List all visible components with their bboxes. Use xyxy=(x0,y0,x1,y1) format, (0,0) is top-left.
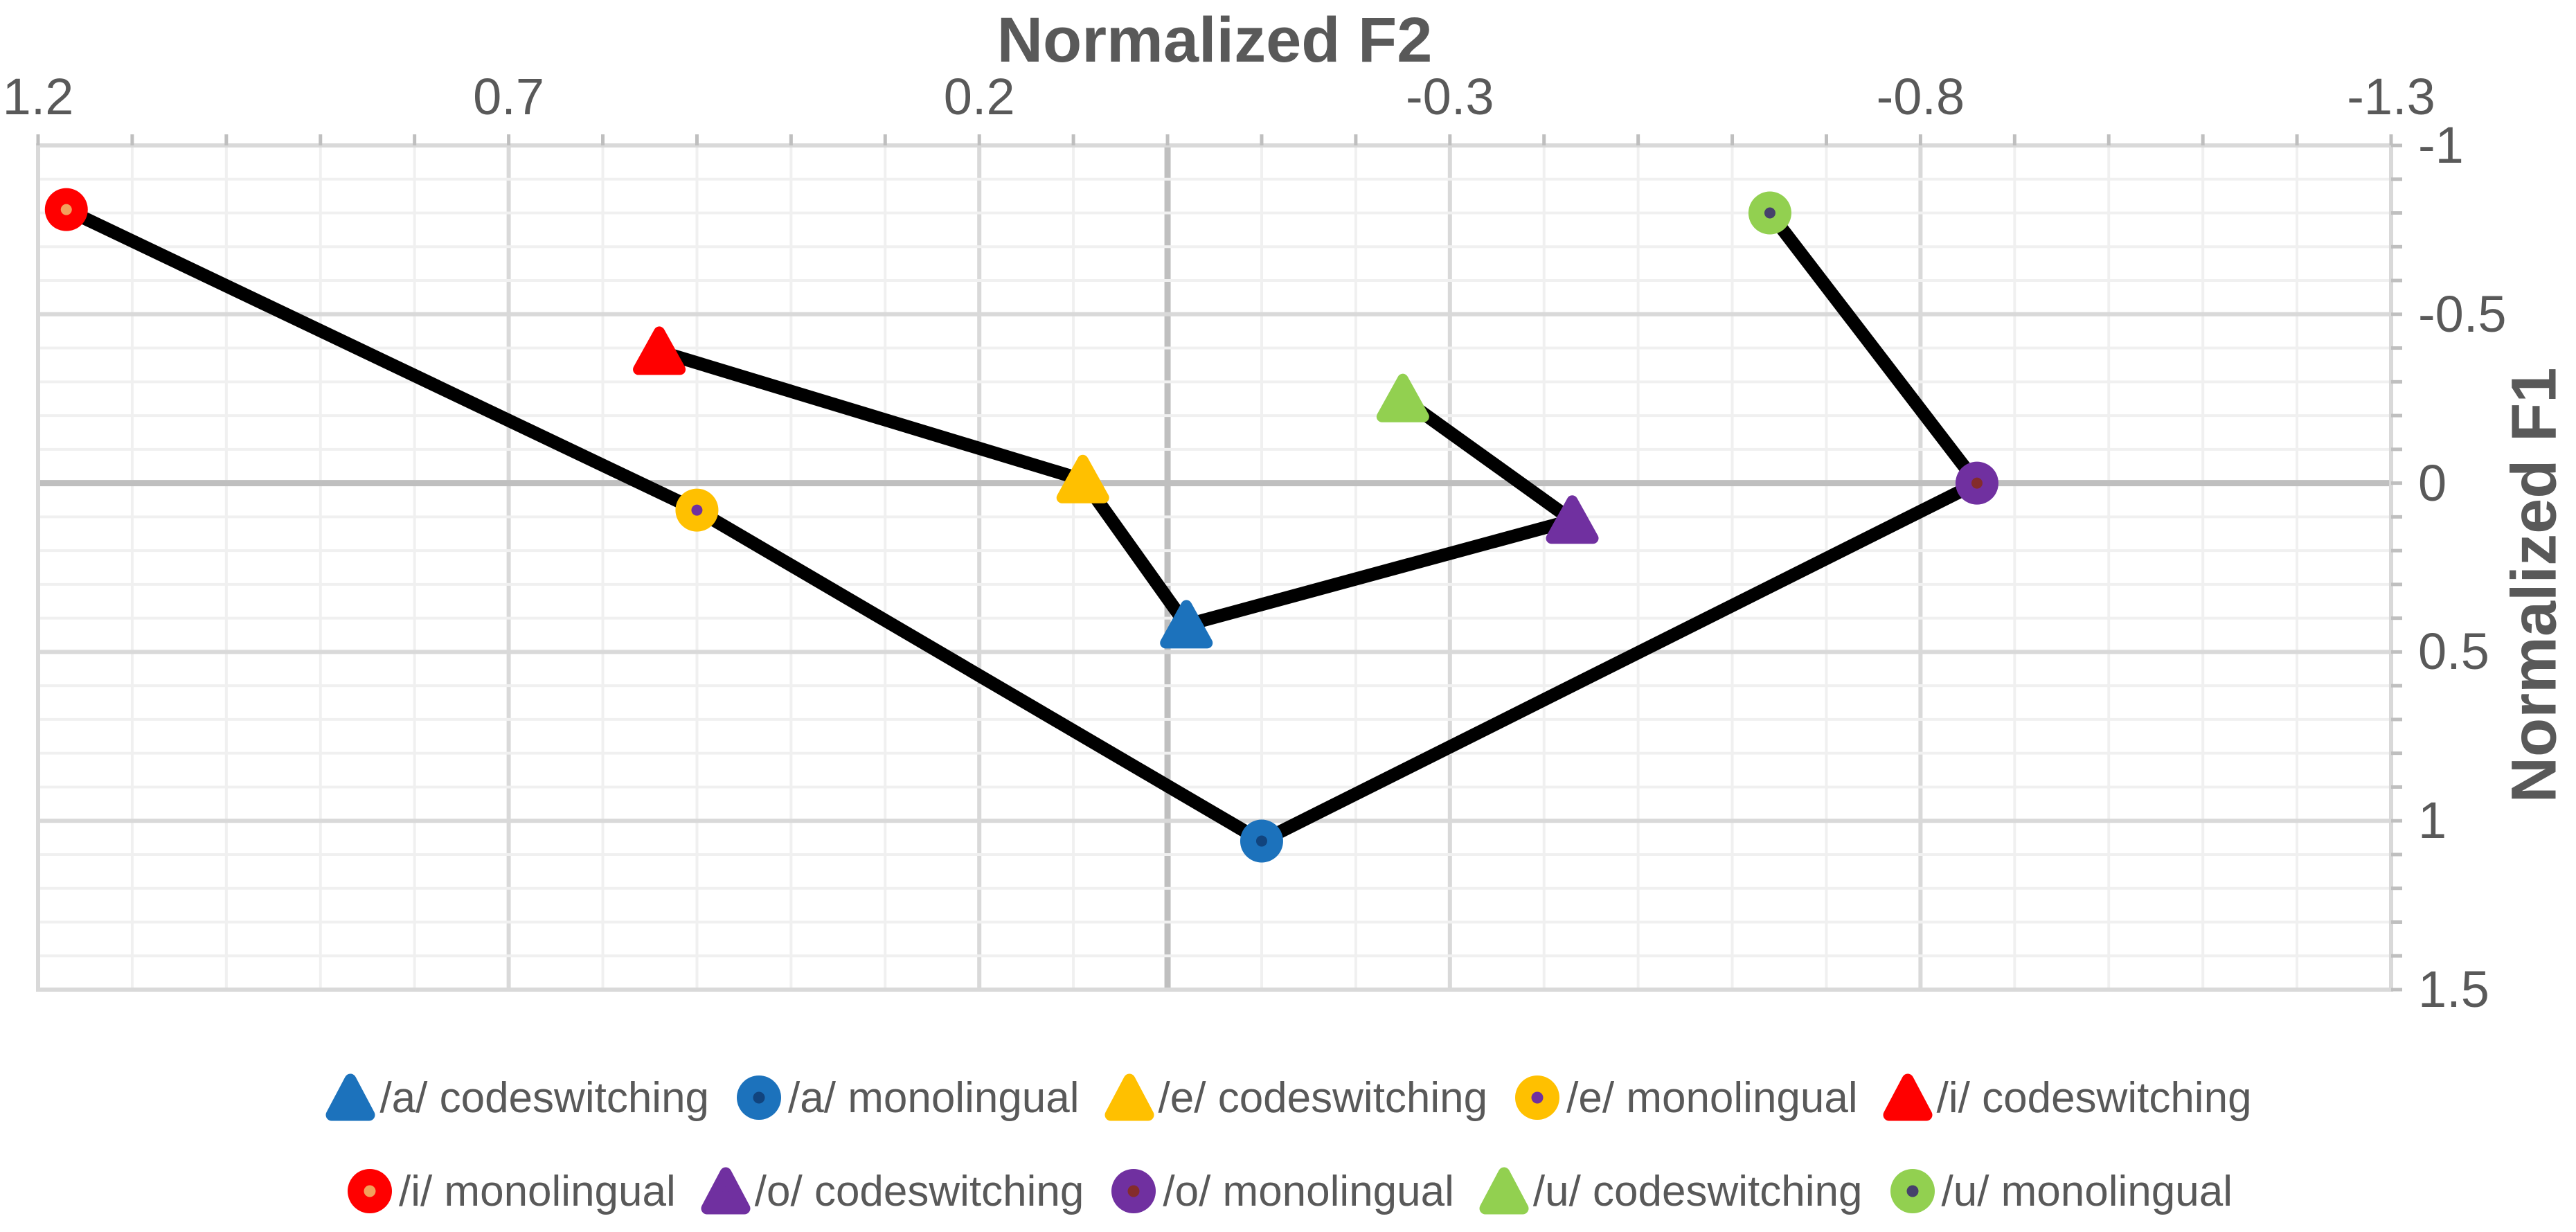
x-tick-label: 0.7 xyxy=(473,68,545,125)
marker-e_cs[interactable] xyxy=(1056,454,1109,503)
marker-dot-i_mono xyxy=(60,204,72,215)
legend-circle-icon xyxy=(1515,1075,1560,1120)
y-tick-label: 1.5 xyxy=(2418,961,2489,1018)
x-tick-label: 1.2 xyxy=(2,68,74,125)
legend-item-u_mono[interactable]: /u/ monolingual xyxy=(1886,1167,2233,1216)
y-axis-title: Normalized F1 xyxy=(2498,367,2570,803)
marker-o_cs[interactable] xyxy=(1546,495,1599,544)
y-tick-label: 1 xyxy=(2418,792,2447,850)
legend-label: /o/ monolingual xyxy=(1163,1167,1454,1215)
legend-label: /a/ monolingual xyxy=(788,1073,1080,1122)
marker-dot-u_mono xyxy=(1764,207,1776,219)
legend-item-u_cs[interactable]: /u/ codeswitching xyxy=(1478,1167,1863,1216)
y-tick-label: -1 xyxy=(2418,116,2464,174)
legend-item-e_mono[interactable]: /e/ monolingual xyxy=(1511,1073,1858,1123)
legend-row-1: /a/ codeswitching/a/ monolingual/e/ code… xyxy=(0,1064,2576,1131)
legend-circle-icon xyxy=(737,1075,782,1120)
marker-u_cs[interactable] xyxy=(1376,373,1429,422)
x-axis-title: Normalized F2 xyxy=(996,5,1433,75)
legend-item-e_cs[interactable]: /e/ codeswitching xyxy=(1103,1073,1488,1123)
path-monolingual xyxy=(63,204,1984,848)
y-tick-label: -0.5 xyxy=(2418,285,2507,343)
legend-item-i_mono[interactable]: /i/ monolingual xyxy=(343,1167,676,1216)
x-tick-label: -1.3 xyxy=(2347,68,2435,125)
marker-a_cs[interactable] xyxy=(1160,600,1213,649)
legend-circle-icon xyxy=(347,1169,392,1213)
legend-circle-icon xyxy=(1111,1169,1156,1213)
legend-item-i_cs[interactable]: /i/ codeswitching xyxy=(1881,1073,2252,1123)
legend-label: /a/ codeswitching xyxy=(379,1073,710,1122)
legend-label: /u/ monolingual xyxy=(1941,1167,2233,1215)
legend-label: /i/ codeswitching xyxy=(1936,1073,2252,1122)
legend-label: /i/ monolingual xyxy=(398,1167,676,1215)
legend-triangle-icon xyxy=(701,1167,751,1215)
legend-label: /u/ codeswitching xyxy=(1532,1167,1863,1215)
legend-row-2: /i/ monolingual/o/ codeswitching/o/ mono… xyxy=(0,1158,2576,1224)
y-tick-label: 0.5 xyxy=(2418,623,2489,681)
marker-i_cs[interactable] xyxy=(633,326,686,375)
marker-dot-a_mono xyxy=(1255,835,1267,847)
legend-label: /e/ monolingual xyxy=(1566,1073,1858,1122)
legend-triangle-icon xyxy=(1104,1073,1154,1121)
legend-triangle-icon xyxy=(325,1073,375,1121)
legend-label: /o/ codeswitching xyxy=(754,1167,1084,1215)
legend-triangle-icon xyxy=(1479,1167,1529,1215)
legend-triangle-icon xyxy=(1883,1073,1933,1121)
x-tick-label: 0.2 xyxy=(943,68,1015,125)
y-tick-label: 0 xyxy=(2418,454,2447,512)
legend-item-o_mono[interactable]: /o/ monolingual xyxy=(1107,1167,1454,1216)
legend-circle-icon xyxy=(1890,1169,1935,1213)
legend-label: /e/ codeswitching xyxy=(1158,1073,1488,1122)
legend-item-a_cs[interactable]: /a/ codeswitching xyxy=(324,1073,709,1123)
x-tick-label: -0.3 xyxy=(1406,68,1494,125)
x-tick-label: -0.8 xyxy=(1876,68,1965,125)
legend-item-a_mono[interactable]: /a/ monolingual xyxy=(733,1073,1080,1123)
marker-dot-o_mono xyxy=(1971,477,1983,489)
marker-dot-e_mono xyxy=(691,504,703,516)
legend-item-o_cs[interactable]: /o/ codeswitching xyxy=(699,1167,1084,1216)
